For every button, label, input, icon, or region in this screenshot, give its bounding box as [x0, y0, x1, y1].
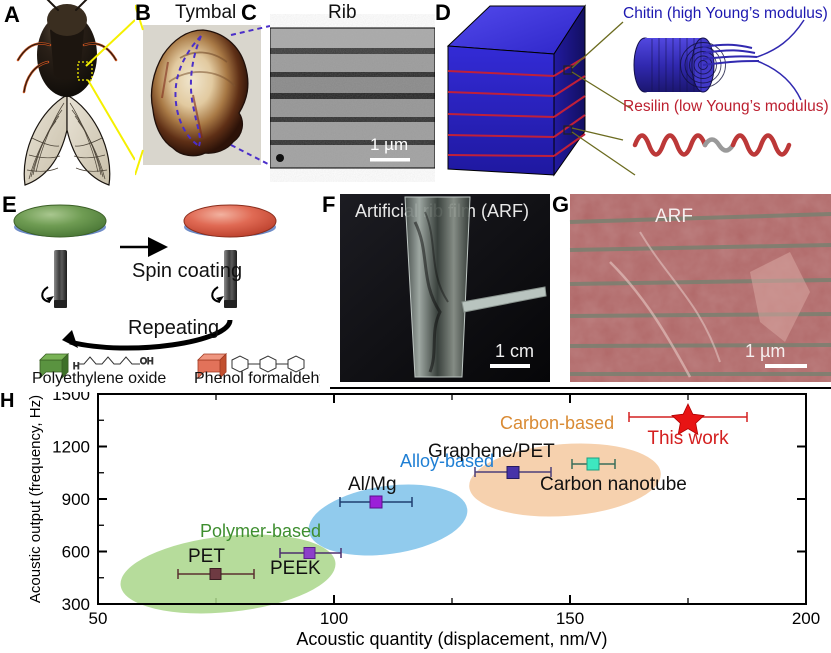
svg-text:Al/Mg: Al/Mg — [348, 474, 397, 495]
svg-text:600: 600 — [62, 543, 90, 562]
svg-text:This work: This work — [647, 428, 729, 449]
svg-text:200: 200 — [792, 609, 820, 628]
svg-text:Graphene/PET: Graphene/PET — [428, 441, 555, 462]
svg-text:PET: PET — [188, 546, 225, 567]
svg-text:150: 150 — [556, 609, 584, 628]
svg-text:PEEK: PEEK — [270, 558, 321, 579]
svg-text:ARF: ARF — [655, 206, 693, 227]
svg-text:1 µm: 1 µm — [370, 135, 408, 154]
svg-text:Polyethylene oxide: Polyethylene oxide — [32, 370, 166, 387]
svg-text:Acoustic output (frequency, Hz: Acoustic output (frequency, Hz) — [27, 395, 44, 603]
svg-text:Carbon-based: Carbon-based — [500, 413, 614, 433]
svg-text:Phenol formaldehyde: Phenol formaldehyde — [194, 370, 320, 387]
svg-text:Polymer-based: Polymer-based — [200, 521, 321, 541]
svg-text:1 µm: 1 µm — [745, 341, 785, 361]
svg-text:900: 900 — [62, 490, 90, 509]
svg-text:Chitin (high Young’s modulus): Chitin (high Young’s modulus) — [623, 5, 828, 22]
svg-text:Acoustic quantity (displacemen: Acoustic quantity (displacement, nm/V) — [296, 629, 607, 649]
svg-text:Spin coating: Spin coating — [132, 260, 242, 282]
svg-text:Resilin (low Young’s modulus): Resilin (low Young’s modulus) — [623, 98, 829, 115]
svg-text:300: 300 — [62, 595, 90, 614]
svg-text:50: 50 — [89, 609, 108, 628]
svg-text:100: 100 — [320, 609, 348, 628]
svg-text:1500: 1500 — [52, 392, 90, 404]
svg-text:OH: OH — [140, 356, 154, 366]
svg-text:1200: 1200 — [52, 438, 90, 457]
svg-text:Repeating: Repeating — [128, 317, 219, 339]
svg-text:1 cm: 1 cm — [495, 341, 534, 361]
svg-text:Carbon nanotube: Carbon nanotube — [540, 474, 687, 495]
